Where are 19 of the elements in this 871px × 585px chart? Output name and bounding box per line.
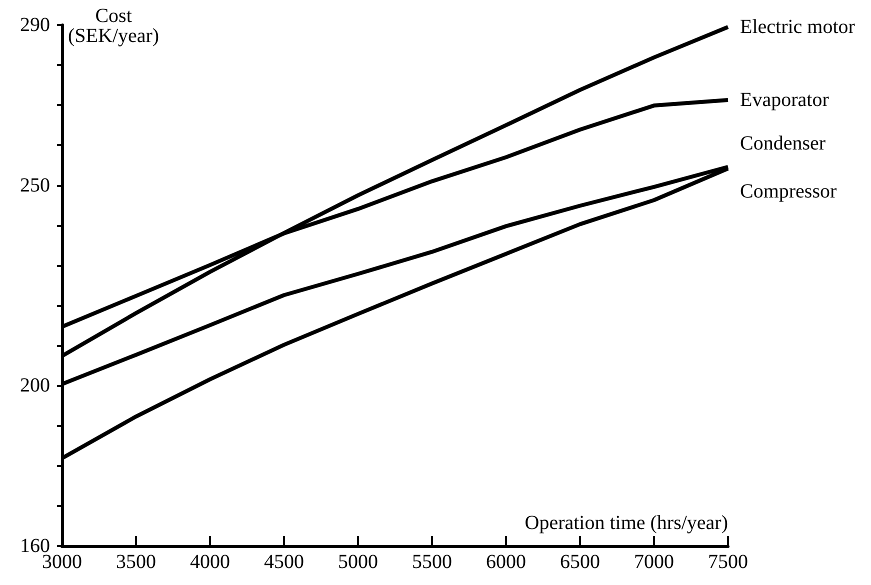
x-tick-label: 7500	[708, 551, 748, 573]
x-axis-title: Operation time (hrs/year)	[524, 512, 728, 534]
x-tick-label: 3000	[42, 551, 82, 573]
series-label: Condenser	[740, 132, 826, 155]
x-tick-label: 6500	[560, 551, 600, 573]
x-tick-label: 4500	[264, 551, 304, 573]
series-label: Compressor	[740, 180, 837, 203]
series-label: Electric motor	[740, 16, 856, 38]
y-axis-title: Cost (SEK/year)	[68, 5, 160, 47]
x-tick-label: 5500	[412, 551, 452, 573]
x-tick-label: 6000	[486, 551, 526, 573]
x-tick-label: 4000	[190, 551, 230, 573]
series-label: Evaporator	[740, 88, 830, 111]
x-tick-label: 5000	[338, 551, 378, 573]
y-tick-label: 200	[20, 374, 50, 397]
y-tick-label: 290	[20, 14, 50, 36]
x-tick-label: 3500	[116, 551, 156, 573]
y-tick-label: 250	[20, 174, 50, 196]
x-tick-label: 7000	[634, 551, 674, 573]
